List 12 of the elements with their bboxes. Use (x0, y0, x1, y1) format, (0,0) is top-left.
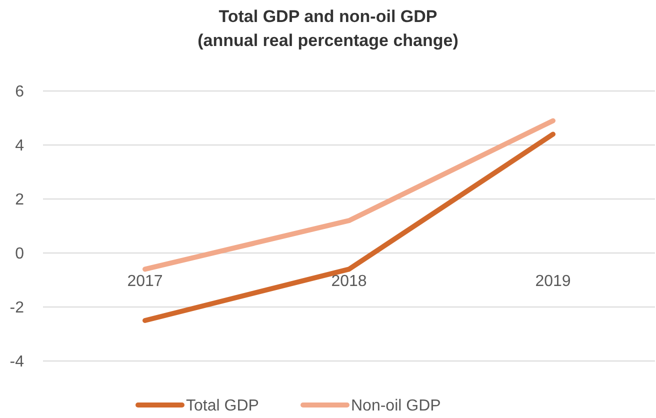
y-tick-label: 0 (15, 246, 24, 263)
x-tick-label: 2018 (331, 273, 367, 290)
y-tick-label: -2 (10, 300, 24, 317)
y-tick-label: -4 (10, 354, 24, 371)
y-tick-label: 4 (15, 138, 24, 155)
y-tick-label: 6 (15, 84, 24, 101)
y-tick-label: 2 (15, 192, 24, 209)
legend-label: Non-oil GDP (351, 398, 441, 415)
legend-label: Total GDP (186, 398, 259, 415)
x-tick-label: 2017 (127, 273, 163, 290)
x-tick-label: 2019 (535, 273, 571, 290)
chart-title: Total GDP and non-oil GDP (annual real percentage change) (198, 7, 458, 50)
